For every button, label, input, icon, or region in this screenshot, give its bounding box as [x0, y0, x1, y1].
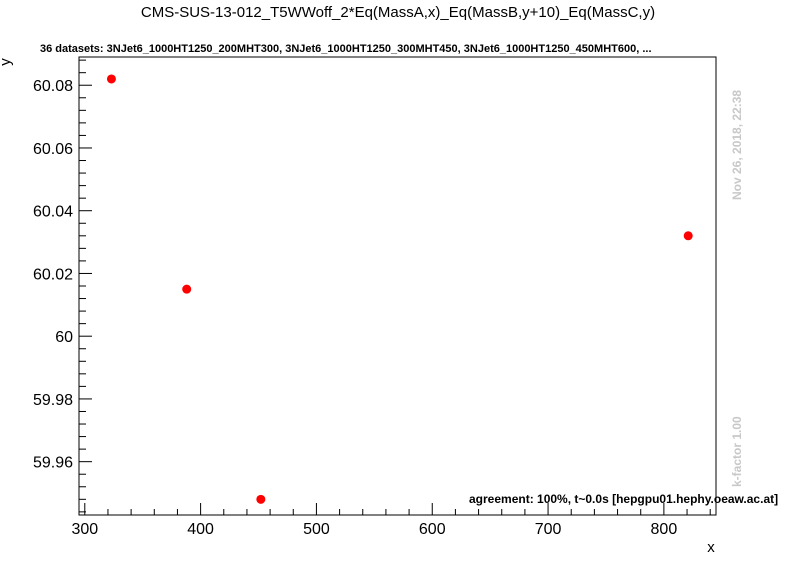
y-tick-label: 59.96: [33, 455, 73, 472]
y-tick-label: 60.08: [33, 78, 73, 95]
y-tick-label: 59.98: [33, 392, 73, 409]
timestamp-label: Nov 26, 2018, 22:38: [730, 89, 744, 200]
y-tick-label: 60: [55, 329, 73, 346]
x-tick-label: 300: [71, 521, 98, 538]
x-axis-label: x: [707, 539, 715, 556]
data-point: [106, 74, 116, 84]
y-axis-label: y: [0, 58, 14, 66]
y-tick-label: 60.02: [33, 266, 73, 283]
y-tick-label: 60.04: [33, 204, 73, 221]
y-tick-label: 60.06: [33, 141, 73, 158]
agreement-label: agreement: 100%, t~0.0s [hepgpu01.hephy.…: [469, 492, 779, 506]
x-tick-label: 500: [303, 521, 330, 538]
data-point: [182, 284, 192, 294]
kfactor-label: k-factor 1.00: [730, 416, 744, 487]
x-tick-label: 800: [651, 521, 678, 538]
x-tick-label: 700: [535, 521, 562, 538]
chart-subtitle: 36 datasets: 3NJet6_1000HT1250_200MHT300…: [40, 43, 652, 55]
data-point: [256, 494, 266, 504]
x-tick-label: 600: [419, 521, 446, 538]
x-tick-label: 400: [187, 521, 214, 538]
plot-frame: [78, 56, 717, 516]
data-point: [683, 231, 693, 241]
chart-title: CMS-SUS-13-012_T5WWoff_2*Eq(MassA,x)_Eq(…: [140, 4, 656, 21]
